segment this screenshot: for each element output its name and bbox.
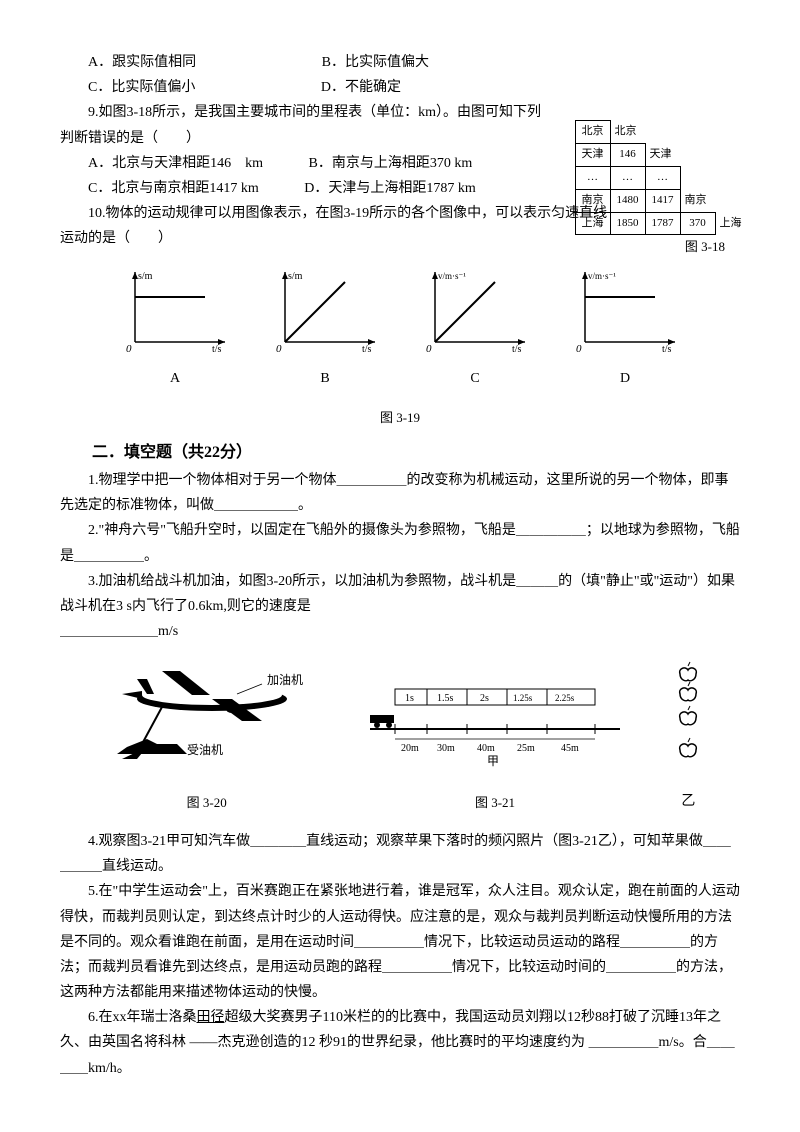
graph-b: s/m t/s 0 B: [270, 267, 380, 391]
cell: 370: [680, 212, 715, 235]
svg-text:20m: 20m: [401, 743, 419, 754]
svg-text:0: 0: [426, 343, 432, 355]
option-c: C．比实际值偏小: [88, 75, 195, 100]
q9-opt-d: D．天津与上海相距1787 km: [304, 176, 476, 201]
svg-text:t/s: t/s: [362, 344, 372, 355]
graph-c: v/m·s⁻¹ t/s 0 C: [420, 267, 530, 391]
cell: …: [610, 166, 645, 189]
svg-text:受油机: 受油机: [187, 743, 223, 757]
fill-q4: 4.观察图3-21甲可知汽车做＿＿＿＿直线运动；观察苹果下落时的频闪照片（图3-…: [60, 829, 740, 879]
svg-text:1.5s: 1.5s: [437, 693, 454, 704]
fig-3-21-caption: 图 3-21: [365, 791, 625, 814]
fill-q3a: 3.加油机给战斗机加油，如图3-20所示，以加油机为参照物，战斗机是＿＿＿的（填…: [60, 569, 740, 619]
svg-text:1s: 1s: [405, 693, 414, 704]
cell: 北京: [575, 121, 610, 144]
cell: …: [645, 166, 680, 189]
graph-b-label: B: [270, 366, 380, 391]
svg-text:0: 0: [126, 343, 132, 355]
svg-text:30m: 30m: [437, 743, 455, 754]
svg-text:v/m·s⁻¹: v/m·s⁻¹: [438, 271, 466, 281]
graph-d-label: D: [570, 366, 680, 391]
cell: …: [575, 166, 610, 189]
svg-text:加油机: 加油机: [267, 673, 303, 687]
svg-text:s/m: s/m: [288, 271, 303, 282]
graph-a-label: A: [120, 366, 230, 391]
q9-opt-a: A．北京与天津相距146 km: [88, 151, 263, 176]
svg-text:2s: 2s: [480, 693, 489, 704]
graph-d: v/m·s⁻¹ t/s 0 D: [570, 267, 680, 391]
svg-text:0: 0: [276, 343, 282, 355]
svg-text:s/m: s/m: [138, 271, 153, 282]
cell: 1850: [610, 212, 645, 235]
options-row-1: A．跟实际值相同 B．比实际值偏大: [88, 50, 740, 75]
cell: 天津: [575, 144, 610, 167]
graph-a: s/m t/s 0 A: [120, 267, 230, 391]
q6-underline: 田径: [197, 1010, 225, 1025]
fig-3-18-caption: 图 3-18: [685, 235, 725, 258]
fig-3-19-caption: 图 3-19: [60, 406, 740, 429]
option-b: B．比实际值偏大: [322, 50, 429, 75]
fill-q3b: ＿＿＿＿＿＿＿m/s: [60, 619, 740, 644]
cell: 南京: [680, 189, 715, 212]
section-2-heading: 二．填空题（共22分）: [60, 439, 740, 468]
figure-row: 加油机 受油机 图 3-20 1s 1.5s 2s 1.25s 2.25s: [70, 659, 730, 814]
cell: 1787: [645, 212, 680, 235]
options-row-2: C．比实际值偏小 D．不能确定: [88, 75, 740, 100]
cell: 南京: [575, 189, 610, 212]
fill-q6: 6.在xx年瑞士洛桑田径超级大奖赛男子110米栏的的比赛中，我国运动员刘翔以12…: [60, 1005, 740, 1081]
fill-q2: 2."神舟六号"飞船升空时，以固定在飞船外的摄像头为参照物，飞船是＿＿＿＿＿；以…: [60, 518, 740, 568]
apple-sub-label: 乙: [668, 789, 708, 814]
fill-q5: 5.在"中学生运动会"上，百米赛跑正在紧张地进行着，谁是冠军，众人注目。观众认定…: [60, 879, 740, 1005]
cell: 天津: [645, 144, 680, 167]
fig-3-20: 加油机 受油机 图 3-20: [92, 659, 322, 814]
q9-opt-b: B．南京与上海相距370 km: [309, 151, 473, 176]
plane-icon: 加油机 受油机: [92, 659, 322, 779]
svg-text:40m: 40m: [477, 743, 495, 754]
cell: 上海: [575, 212, 610, 235]
svg-text:v/m·s⁻¹: v/m·s⁻¹: [588, 271, 616, 281]
apple-icon: [668, 660, 708, 780]
q9-opt-c: C．北京与南京相距1417 km: [88, 176, 259, 201]
fig-3-21-car: 1s 1.5s 2s 1.25s 2.25s: [365, 679, 625, 814]
svg-text:25m: 25m: [517, 743, 535, 754]
graph-c-label: C: [420, 366, 530, 391]
svg-text:t/s: t/s: [212, 344, 222, 355]
svg-text:2.25s: 2.25s: [555, 693, 575, 703]
svg-text:1.25s: 1.25s: [513, 693, 533, 703]
mileage-table: 北京北京 天津146天津 ……… 南京14801417南京 上海18501787…: [575, 120, 751, 235]
cell: 北京: [610, 121, 645, 144]
option-a: A．跟实际值相同: [88, 50, 196, 75]
fig-3-20-caption: 图 3-20: [92, 791, 322, 814]
cell: 1480: [610, 189, 645, 212]
graphs-3-19: s/m t/s 0 A s/m t/s 0 B v/m·s⁻¹ t/s: [100, 267, 700, 391]
cell: 146: [610, 144, 645, 167]
cell: 上海: [715, 212, 750, 235]
q6-a: 6.在xx年瑞士洛桑: [88, 1010, 197, 1025]
svg-text:45m: 45m: [561, 743, 579, 754]
fill-q1: 1.物理学中把一个物体相对于另一个物体＿＿＿＿＿的改变称为机械运动，这里所说的另…: [60, 468, 740, 518]
question-9: 9.如图3-18所示，是我国主要城市间的里程表（单位：km）。由图可知下列判断错…: [60, 100, 740, 201]
car-diagram-icon: 1s 1.5s 2s 1.25s 2.25s: [365, 679, 625, 779]
svg-text:t/s: t/s: [662, 344, 672, 355]
svg-text:0: 0: [576, 343, 582, 355]
fig-3-21-apple: 乙: [668, 660, 708, 814]
svg-text:甲: 甲: [487, 754, 499, 768]
cell: 1417: [645, 189, 680, 212]
option-d: D．不能确定: [321, 75, 401, 100]
svg-text:t/s: t/s: [512, 344, 522, 355]
